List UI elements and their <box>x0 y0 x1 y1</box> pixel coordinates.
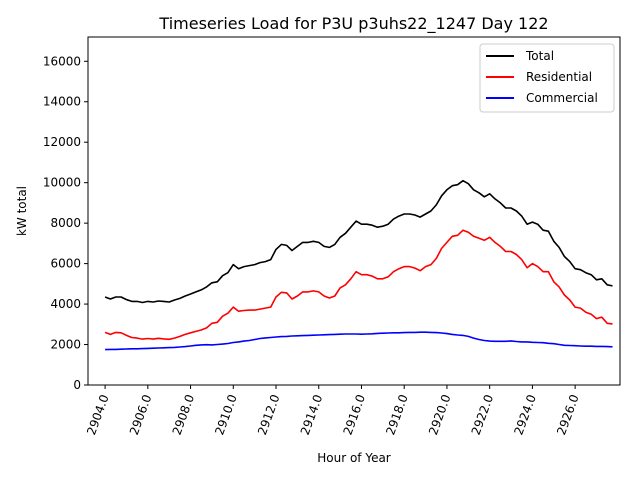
y-tick-label: 0 <box>73 378 81 392</box>
legend-label-total: Total <box>525 49 554 63</box>
series-lines <box>104 179 613 351</box>
plot-frame <box>87 36 621 386</box>
y-axis-label: kW total <box>15 186 29 236</box>
y-tick-label: 14000 <box>43 95 81 109</box>
y-tick-label: 10000 <box>43 176 81 190</box>
y-axis-ticks: 0 2000 4000 6000 8000 10000 12000 14000 16000 <box>43 54 88 392</box>
x-axis-label: Hour of Year <box>317 451 391 465</box>
series-line-total <box>104 179 613 304</box>
y-tick-label: 4000 <box>50 297 81 311</box>
y-tick-label: 12000 <box>43 135 81 149</box>
series-line-commercial <box>105 331 613 351</box>
y-tick-label: 6000 <box>50 257 81 271</box>
legend-label-residential: Residential <box>526 70 592 84</box>
legend-label-commercial: Commercial <box>526 91 598 105</box>
legend-box <box>479 43 615 113</box>
y-tick-label: 8000 <box>50 216 81 230</box>
legend: Total Residential Commercial <box>479 43 615 113</box>
series-line-residential <box>104 229 613 341</box>
y-tick-label: 16000 <box>43 54 81 68</box>
chart-title: Timeseries Load for P3U p3uhs22_1247 Day… <box>158 14 548 34</box>
y-tick-label: 2000 <box>50 338 81 352</box>
